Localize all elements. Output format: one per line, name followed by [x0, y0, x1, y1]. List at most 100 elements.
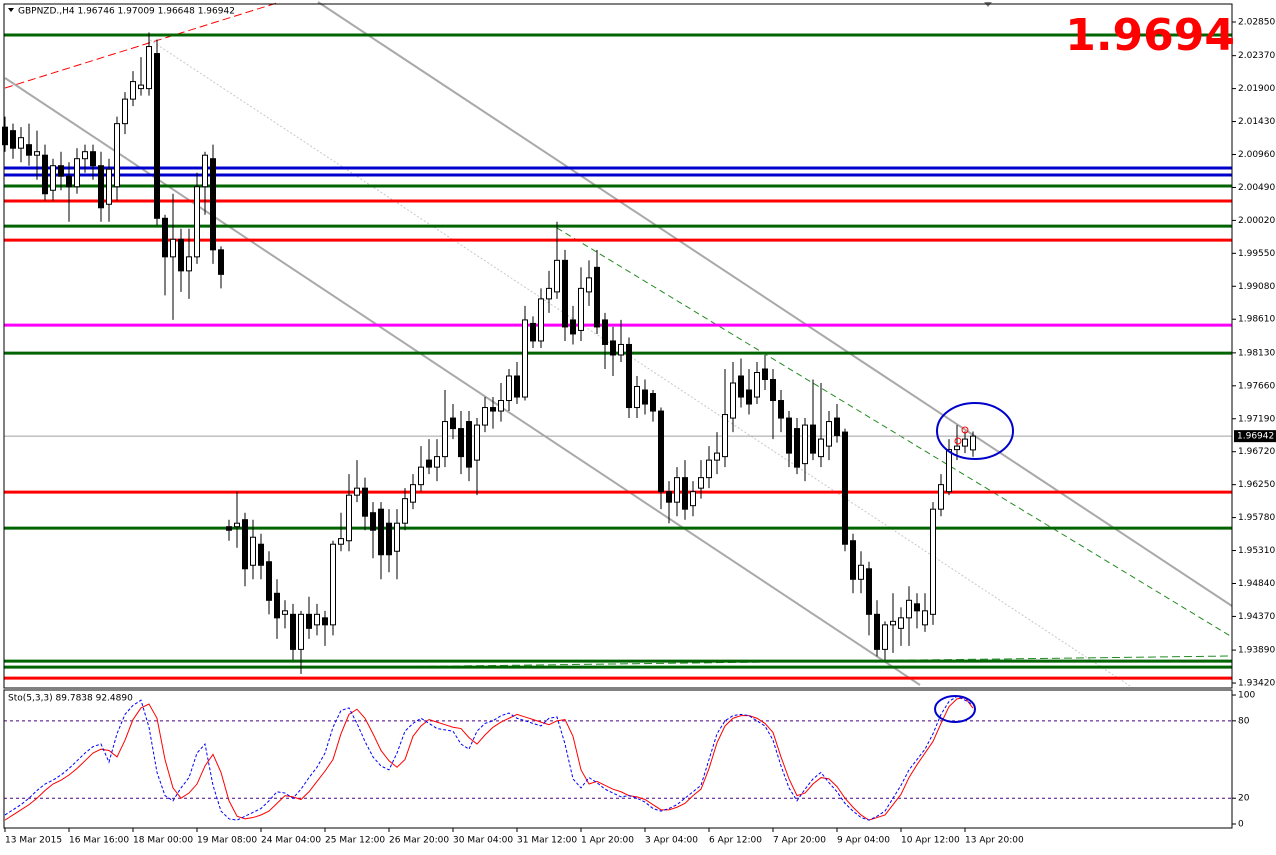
x-tick-label: 7 Apr 20:00 — [773, 836, 826, 846]
y-tick-label: 1.99080 — [1238, 282, 1275, 292]
candle-body — [202, 154, 208, 188]
y-tick-label: 100 — [1238, 691, 1255, 701]
x-tick-label: 10 Apr 12:00 — [901, 836, 960, 846]
candle-body — [970, 435, 976, 451]
candle-body — [74, 158, 80, 188]
candle-body — [306, 613, 312, 629]
candle-body — [82, 151, 88, 160]
candle-body — [154, 53, 160, 219]
candle-body — [858, 564, 864, 580]
x-tick-label: 31 Mar 12:00 — [517, 836, 577, 846]
candle-body — [66, 175, 72, 188]
candle-body — [474, 424, 480, 461]
candle-body — [554, 259, 560, 293]
x-tick-label: 18 Mar 00:00 — [133, 836, 193, 846]
candle-body — [922, 610, 928, 626]
highlight-ellipse — [934, 695, 976, 723]
candle-body — [402, 498, 408, 524]
y-tick-label: 20 — [1238, 794, 1250, 804]
x-tick-label: 25 Mar 12:00 — [325, 836, 385, 846]
candle-body — [634, 386, 640, 409]
x-tick-label: 13 Apr 20:00 — [965, 836, 1024, 846]
x-tick-label: 24 Mar 04:00 — [261, 836, 321, 846]
candle-body — [282, 610, 288, 615]
candle-body — [834, 417, 840, 437]
candle-body — [802, 424, 808, 465]
signal-marker — [954, 437, 962, 445]
candle-body — [538, 298, 544, 342]
candle-body — [866, 568, 872, 615]
candle-body — [642, 389, 648, 405]
candle-body — [146, 46, 152, 90]
candle-body — [842, 431, 848, 545]
candle-body — [738, 375, 744, 398]
candle-body — [754, 371, 760, 398]
candle-body — [186, 256, 192, 272]
candle-body — [818, 438, 824, 458]
candle-body — [930, 508, 936, 615]
candle-body — [178, 238, 184, 272]
candle-body — [890, 620, 896, 626]
candle-body — [394, 522, 400, 552]
y-tick-label: 2.01430 — [1238, 117, 1275, 127]
candle-body — [610, 340, 616, 356]
candle-body — [946, 449, 952, 493]
title-arrow — [8, 8, 14, 12]
candle-body — [50, 165, 56, 191]
candle-body — [570, 319, 576, 335]
candle-body — [514, 375, 520, 398]
candle-body — [762, 368, 768, 381]
candle-body — [874, 613, 880, 650]
candle-body — [522, 319, 528, 398]
y-tick-label: 1.94370 — [1238, 612, 1275, 622]
y-tick-label: 1.93420 — [1238, 679, 1275, 689]
candle-body — [42, 154, 48, 195]
candle-body — [122, 98, 128, 125]
candle-body — [482, 407, 488, 426]
candle-body — [530, 322, 536, 342]
y-tick-label: 1.99550 — [1238, 249, 1275, 259]
y-tick-label: 1.95310 — [1238, 546, 1275, 556]
candle-body — [898, 617, 904, 629]
candle-body — [106, 168, 112, 205]
y-tick-label: 1.96250 — [1238, 480, 1275, 490]
candle-body — [962, 438, 968, 447]
y-tick-label: 1.98610 — [1238, 315, 1275, 325]
x-tick-label: 6 Apr 12:00 — [709, 836, 762, 846]
sub-frame — [3, 689, 1233, 829]
chart-title: GBPNZD.,H4 1.96746 1.97009 1.96648 1.969… — [18, 7, 235, 17]
y-tick-label: 1.94840 — [1238, 579, 1275, 589]
candle-body — [210, 158, 216, 251]
candle-body — [194, 186, 200, 258]
y-tick-label: 1.93890 — [1238, 646, 1275, 656]
y-tick-label: 2.02850 — [1238, 18, 1275, 28]
candle-body — [418, 466, 424, 486]
candle-body — [586, 277, 592, 293]
candle-body — [746, 389, 752, 405]
candle-body — [602, 319, 608, 345]
candle-body — [674, 477, 680, 503]
candle-body — [506, 375, 512, 402]
candle-body — [730, 382, 736, 419]
candle-body — [274, 592, 280, 619]
candle-body — [266, 561, 272, 601]
candle-body — [882, 624, 888, 650]
candle-body — [26, 144, 32, 156]
x-tick-label: 19 Mar 08:00 — [197, 836, 257, 846]
current-price-label: 1.96942 — [1237, 432, 1274, 442]
y-tick-label: 1.96720 — [1238, 447, 1275, 457]
candle-body — [450, 417, 456, 430]
candle-body — [786, 417, 792, 454]
candle-body — [458, 428, 464, 458]
candle-body — [578, 287, 584, 331]
x-tick-label: 26 Mar 20:00 — [389, 836, 449, 846]
candle-body — [90, 151, 96, 167]
candle-body — [170, 238, 176, 258]
candle-body — [650, 393, 656, 412]
candle-body — [826, 421, 832, 447]
x-tick-label: 1 Apr 20:00 — [581, 836, 634, 846]
current-price-box — [1234, 430, 1276, 443]
x-tick-label: 3 Apr 04:00 — [645, 836, 698, 846]
candle-body — [618, 343, 624, 356]
candle-body — [666, 491, 672, 503]
